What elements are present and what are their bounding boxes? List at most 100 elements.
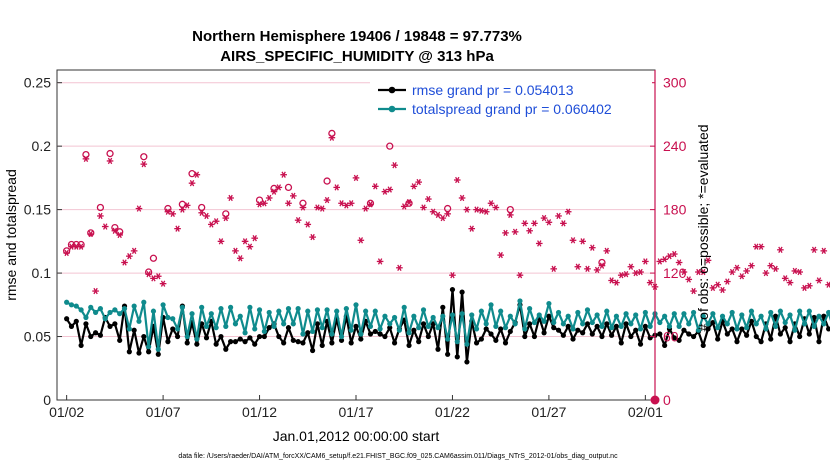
spread-point (719, 313, 726, 319)
obs-evaluated-stroke (315, 204, 320, 211)
obs-evaluated-stroke (127, 252, 132, 260)
obs-evaluated-point (680, 268, 688, 276)
obs-evaluated-point (87, 230, 95, 238)
spread-point (729, 309, 735, 316)
spread-point (290, 321, 296, 327)
obs-evaluated-stroke (464, 206, 470, 213)
obs-evaluated-stroke (344, 202, 349, 209)
obs-evaluated-stroke (209, 221, 214, 228)
spread-point (637, 326, 644, 332)
obs-evaluated-point (482, 208, 490, 215)
obs-evaluated-point (516, 272, 524, 279)
spread-point (565, 313, 571, 319)
obs-evaluated-point (77, 243, 85, 250)
spread-point (88, 304, 94, 310)
spread-point (536, 312, 542, 318)
axes-layer: 0 0.05 0.1 0.15 0.2 0.25 0 60 120 180 240 300 01/02 0… (24, 70, 687, 420)
obs-evaluated-stroke (493, 204, 499, 211)
spread-point (507, 313, 513, 319)
obs-evaluated-point (738, 273, 746, 280)
obs-evaluated-point (328, 134, 336, 141)
spread-point (681, 311, 687, 317)
rmse-point (729, 326, 735, 332)
spread-point (184, 333, 190, 340)
spread-point (348, 327, 354, 333)
obs-evaluated-stroke (180, 206, 185, 213)
obs-evaluated-point (92, 287, 99, 295)
obs-evaluated-point (425, 195, 432, 203)
obs-evaluated-point (169, 210, 177, 218)
spread-point (150, 308, 157, 314)
obs-evaluated-point (362, 205, 369, 212)
obs-evaluated-stroke (291, 192, 296, 200)
spread-point (811, 323, 817, 329)
rmse-point (473, 340, 480, 346)
obs-evaluated-stroke (199, 209, 204, 216)
obs-evaluated-point (241, 238, 249, 245)
obs-evaluated-stroke (151, 275, 156, 282)
rmse-point (560, 332, 566, 338)
obs-evaluated-stroke (807, 282, 812, 289)
spread-point (252, 326, 258, 332)
spread-point (599, 323, 605, 329)
left-tick-label: 0.15 (24, 202, 51, 218)
obs-evaluated-stroke (392, 162, 397, 169)
obs-evaluated-point (714, 281, 721, 288)
spread-point (102, 316, 108, 322)
obs-possible-point (506, 205, 514, 214)
rmse-point (112, 321, 118, 327)
rmse-point (787, 339, 793, 345)
spread-point (136, 318, 142, 324)
rmse-point (565, 323, 571, 329)
rmse-point (449, 286, 456, 293)
obs-evaluated-stroke (614, 279, 619, 286)
legend-spread-marker (388, 105, 396, 113)
rmse-point (690, 333, 697, 340)
spread-point (560, 321, 566, 327)
left-tick-label: 0.25 (24, 75, 51, 91)
obs-evaluated-point (704, 257, 712, 264)
obs-evaluated-stroke (763, 269, 769, 277)
obs-evaluated-stroke (787, 279, 793, 286)
obs-evaluated-point (116, 231, 123, 239)
rmse-point (174, 333, 181, 340)
spread-point (763, 326, 769, 332)
obs-evaluated-point (126, 252, 133, 260)
rmse-point (772, 313, 779, 319)
obs-evaluated-stroke (541, 214, 547, 222)
obs-evaluated-stroke (411, 183, 417, 190)
rmse-point (806, 331, 812, 337)
spread-point (440, 313, 446, 319)
rmse-point (78, 342, 84, 349)
obs-evaluated-point (227, 194, 234, 202)
rmse-point (314, 321, 321, 327)
spread-point (300, 331, 306, 337)
obs-evaluated-point (502, 229, 509, 237)
spread-point (512, 321, 518, 327)
obs-evaluated-point (376, 258, 384, 265)
spread-point (647, 323, 653, 329)
spread-point (73, 303, 79, 309)
obs-evaluated-stroke (320, 205, 325, 212)
left-tick-label: 0.1 (32, 265, 52, 281)
obs-evaluated-stroke (594, 266, 600, 274)
spread-point (363, 308, 369, 314)
rmse-point (290, 337, 296, 343)
rmse-point (546, 313, 552, 319)
obs-evaluated-stroke (324, 196, 330, 204)
obs-evaluated-stroke (141, 160, 147, 168)
obs-evaluated-point (429, 208, 437, 215)
x-tick-label: 02/01 (628, 404, 663, 420)
spread-point (758, 313, 764, 319)
obs-evaluated-stroke (455, 176, 460, 184)
spread-point (739, 312, 745, 318)
spread-point (170, 316, 176, 322)
rmse-point (478, 336, 484, 342)
obs-evaluated-stroke (430, 208, 436, 215)
obs-evaluated-stroke (498, 251, 503, 259)
obs-evaluated-point (781, 275, 789, 282)
obs-evaluated-stroke (758, 243, 764, 250)
obs-evaluated-point (290, 192, 297, 200)
rmse-point (213, 341, 219, 347)
spread-point (662, 313, 668, 319)
